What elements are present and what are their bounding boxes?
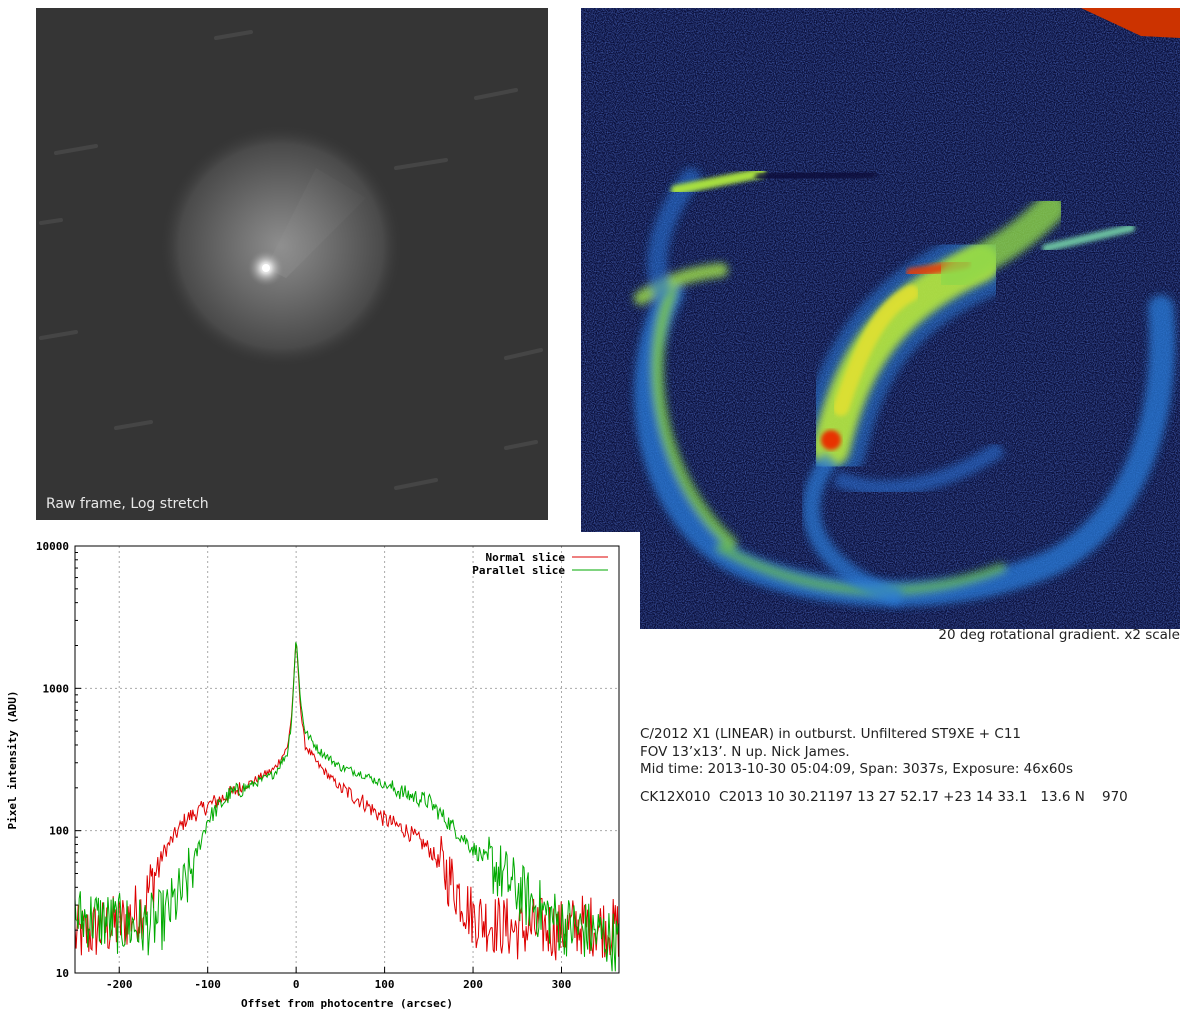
lower-arc [802, 441, 1006, 607]
y-axis-label: Pixel intensity (ADU) [6, 690, 19, 829]
comet-nucleus [262, 264, 270, 272]
observation-info: C/2012 X1 (LINEAR) in outburst. Unfilter… [640, 726, 1128, 806]
y-tick-label: 1000 [43, 682, 70, 695]
central-jet [796, 193, 1066, 483]
y-tick-label: 10000 [36, 540, 69, 553]
intensity-profile-chart: -200 -100 0 100 200 300 10 100 1000 10000 Normal … [0, 532, 640, 1017]
plot-frame [74, 545, 620, 974]
bright-streaks [671, 167, 1135, 252]
legend-label-0: Normal slice [486, 551, 566, 564]
chart-series [74, 642, 619, 972]
y-tick-label: 100 [49, 825, 69, 838]
info-line-3: Mid time: 2013-10-30 05:04:09, Span: 303… [640, 761, 1074, 777]
x-tick-label: 300 [552, 978, 572, 991]
star-trails [39, 30, 543, 490]
info-line-2: FOV 13’x13’. N up. Nick James. [640, 743, 850, 760]
x-tick-label: 200 [463, 978, 483, 991]
x-axis-label: Offset from photocentre (arcsec) [241, 997, 453, 1010]
raw-frame-label: Raw frame, Log stretch [46, 496, 209, 512]
legend-label-1: Parallel slice [472, 564, 565, 577]
x-tick-label: -100 [194, 978, 221, 991]
series-line-normal [74, 643, 619, 961]
gradient-caption: 20 deg rotational gradient. x2 scale [938, 627, 1180, 643]
x-tick-label: 0 [293, 978, 300, 991]
rotational-gradient-image [581, 8, 1180, 629]
corner-artifact [1081, 8, 1180, 38]
series-line-parallel [74, 642, 619, 972]
x-tick-label: 100 [375, 978, 395, 991]
comet-tail [266, 168, 366, 278]
info-line-1: C/2012 X1 (LINEAR) in outburst. Unfilter… [640, 726, 1022, 742]
nucleus-hotspot [821, 430, 841, 450]
x-tick-label: -200 [106, 978, 133, 991]
raw-frame-image: Raw frame, Log stretch [36, 8, 548, 520]
info-line-4: CK12X010 C2013 10 30.21197 13 27 52.17 +… [640, 788, 1128, 805]
chart-ticks: -200 -100 0 100 200 300 10 100 1000 10000 [36, 540, 572, 991]
y-tick-label: 10 [56, 967, 69, 980]
chart-background [0, 532, 640, 1017]
